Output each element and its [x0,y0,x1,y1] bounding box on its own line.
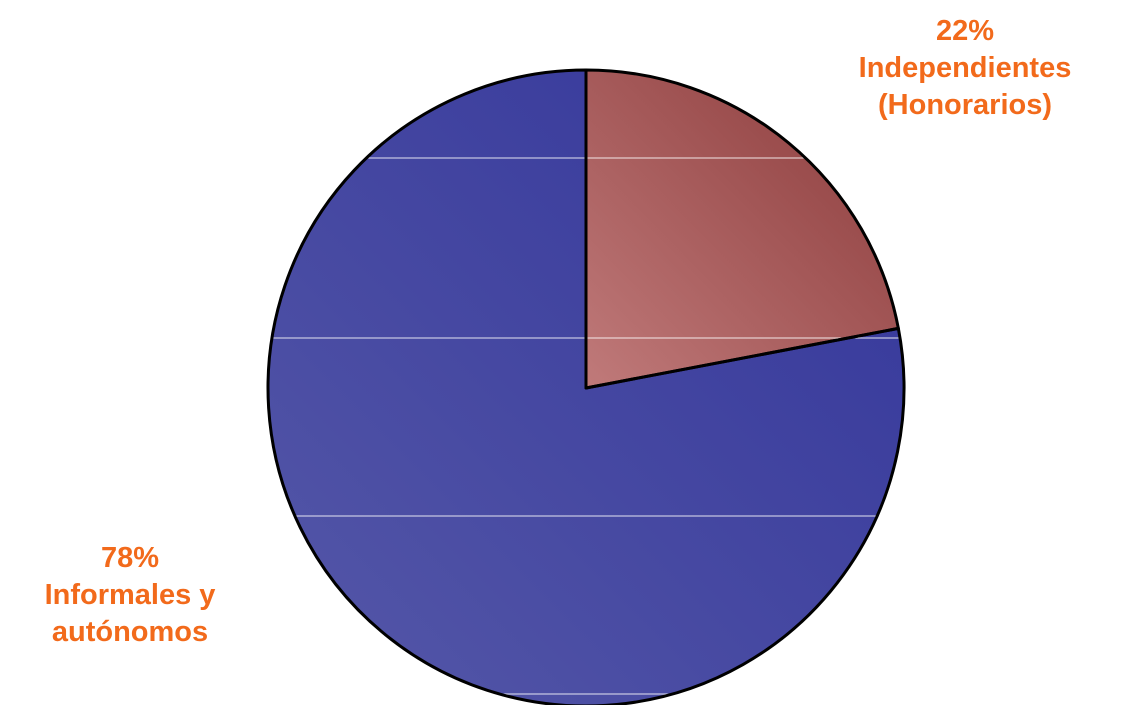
slice-percent-independientes: 22% [830,13,1100,50]
slice-name-line-2-informales: autónomos [0,614,265,651]
slice-name-line-1-informales: Informales y [0,577,265,614]
slice-label-independientes: 22% Independientes (Honorarios) [830,13,1100,124]
slice-percent-informales: 78% [0,540,265,577]
slice-label-informales: 78% Informales y autónomos [0,540,265,651]
slice-name-line-2-independientes: (Honorarios) [830,87,1100,124]
slice-name-line-1-independientes: Independientes [830,50,1100,87]
